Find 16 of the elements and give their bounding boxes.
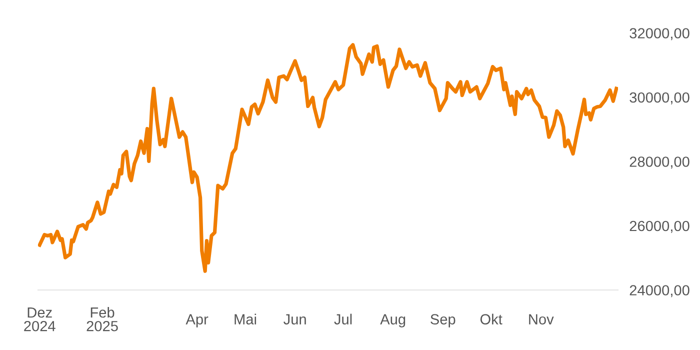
y-tick-label: 30000,00 (630, 92, 690, 104)
x-tick-label: Feb 2025 (86, 306, 118, 332)
x-tick-label: Jun (284, 314, 306, 324)
y-tick-label: 24000,00 (630, 285, 690, 298)
x-tick-label: Nov (529, 314, 554, 324)
x-tick-label: Mai (234, 314, 256, 324)
x-tick-label: Aug (380, 314, 406, 328)
line-series (38, 43, 618, 273)
x-tick-label: Dez 2024 (24, 307, 56, 332)
x-tick-label: Jul (334, 314, 352, 324)
y-tick-label: 26000,00 (630, 220, 690, 233)
y-tick-label: 28000,00 (630, 156, 690, 169)
x-tick-label: Okt (480, 314, 502, 324)
x-tick-label: Sep (430, 314, 456, 328)
y-tick-label: 32000,00 (630, 28, 690, 40)
x-tick-label: Apr (186, 314, 208, 328)
